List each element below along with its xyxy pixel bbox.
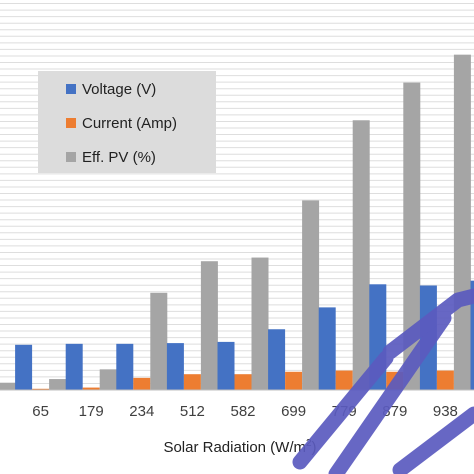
watermark-stroke-upper (382, 288, 474, 360)
legend: Voltage (V) Current (Amp) Eff. PV (%) (38, 71, 216, 173)
x-tick-label: 699 (281, 403, 306, 420)
legend-swatch-eff (66, 152, 76, 162)
bar-current-234 (133, 377, 151, 390)
x-tick-label: 179 (79, 403, 104, 420)
bar-voltage-582 (217, 341, 235, 390)
x-tick-labels: 65 179 234 512 582 699 779 879 938 (32, 403, 458, 420)
bar-voltage-699 (268, 329, 286, 390)
bar-voltage-234 (116, 343, 134, 390)
bar-eff-pv-699 (302, 200, 320, 390)
legend-label-eff: Eff. PV (%) (82, 149, 156, 166)
legend-label-current: Current (Amp) (82, 115, 177, 132)
bar-eff-pv-938 (453, 54, 471, 390)
bar-current-779 (335, 370, 353, 390)
bar-voltage-edge-10 (470, 280, 474, 390)
bar-eff-pv-234 (150, 292, 168, 390)
watermark (292, 288, 474, 474)
bar-voltage-179 (65, 343, 83, 390)
bar-current-512 (183, 374, 201, 390)
x-tick-label: 234 (129, 403, 154, 420)
x-tick-label: 582 (230, 403, 255, 420)
x-tick-label: 938 (433, 403, 458, 420)
legend-swatch-current (66, 118, 76, 128)
bar-eff-pv-512 (200, 261, 218, 390)
legend-label-voltage: Voltage (V) (82, 81, 156, 98)
legend-swatch-voltage (66, 84, 76, 94)
bar-eff-pv-582 (251, 257, 269, 390)
bar-voltage-65 (15, 344, 33, 390)
x-tick-label: 512 (180, 403, 205, 420)
bar-eff-pv-179 (99, 369, 117, 391)
x-tick-label: 65 (32, 403, 49, 420)
bar-current-179 (82, 387, 100, 390)
watermark-stroke-corner (392, 406, 474, 474)
bar-eff-pv-879 (403, 82, 421, 390)
bar-current-938 (436, 370, 454, 390)
bar-current-65 (32, 388, 50, 391)
x-axis-title: Solar Radiation (W/m2) (163, 438, 316, 456)
watermark-stroke-long (292, 350, 394, 470)
watermark-stroke-diag (328, 310, 452, 474)
bar-voltage-512 (166, 343, 184, 390)
bar-voltage-779 (318, 307, 336, 390)
bar-eff-pv-65 (49, 379, 67, 390)
bar-eff-pv-edge-0 (0, 382, 16, 390)
bar-eff-pv-779 (352, 120, 370, 391)
bar-current-699 (285, 371, 303, 390)
bar-current-582 (234, 374, 252, 390)
